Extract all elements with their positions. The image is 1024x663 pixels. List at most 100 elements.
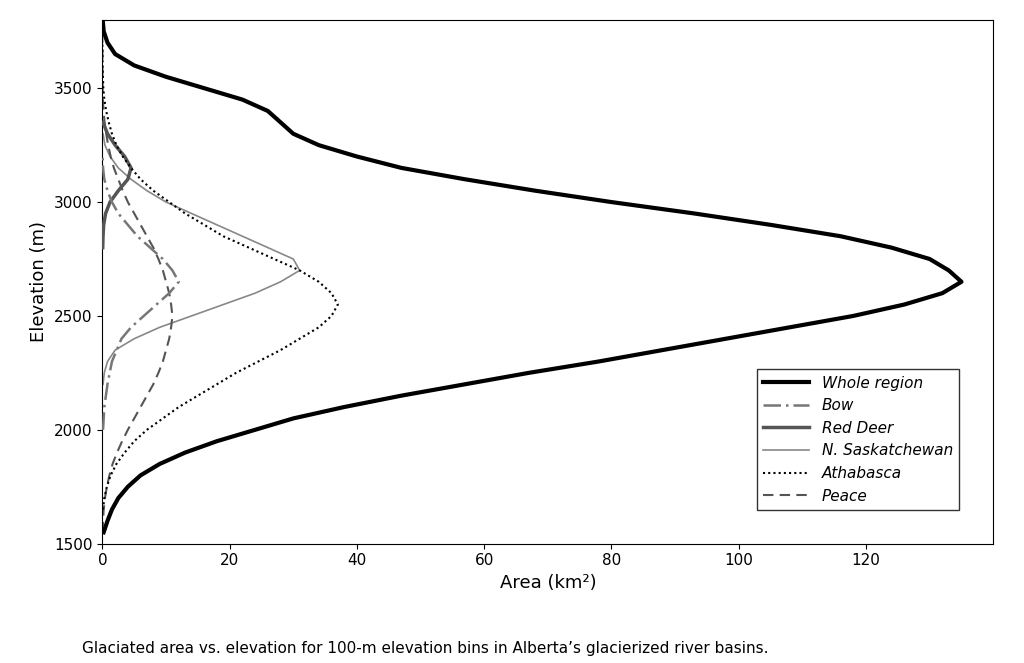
Athabasca [312,324,325,332]
Athabasca [111,141,123,149]
Whole region [249,426,261,434]
Whole region [764,221,776,229]
Whole region [835,232,847,240]
Athabasca [243,243,255,251]
Athabasca [97,505,110,513]
Athabasca [100,107,113,115]
Text: Glaciated area vs. elevation for 100-m elevation bins in Alberta’s glacierized r: Glaciated area vs. elevation for 100-m e… [82,641,768,656]
Bow [125,324,137,332]
N. Saskatchewan [154,324,166,332]
Athabasca [157,414,169,422]
N. Saskatchewan [211,221,223,229]
Red Deer [109,141,121,149]
Peace [100,483,113,491]
Whole region [847,312,859,320]
Whole region [237,95,249,103]
Athabasca [102,119,115,127]
Athabasca [312,278,325,286]
Peace [116,437,128,445]
Whole region [593,357,605,365]
Athabasca [134,175,146,183]
Red Deer [101,130,114,138]
Peace [103,471,116,479]
Athabasca [96,50,109,58]
N. Saskatchewan [97,130,110,138]
Bow [96,152,109,160]
Whole region [113,494,125,502]
Whole region [128,62,140,70]
Whole region [198,84,210,92]
Athabasca [141,426,154,434]
Bow [98,175,111,183]
Whole region [97,27,110,35]
Whole region [459,175,471,183]
N. Saskatchewan [98,141,111,149]
Whole region [522,369,535,377]
Peace [97,505,110,513]
Athabasca [332,300,344,308]
Line: N. Saskatchewan: N. Saskatchewan [103,134,300,385]
Athabasca [326,312,338,320]
Whole region [105,505,118,513]
Legend: Whole region, Bow, Red Deer, N. Saskatchewan, Athabasca, Peace: Whole region, Bow, Red Deer, N. Saskatch… [758,369,958,510]
Peace [106,460,119,468]
N. Saskatchewan [294,267,306,274]
Line: Peace: Peace [102,31,172,532]
Line: Athabasca: Athabasca [102,42,338,509]
Peace [111,449,123,457]
N. Saskatchewan [249,289,261,297]
N. Saskatchewan [98,369,111,377]
Peace [141,232,154,240]
Whole region [529,187,542,195]
Whole region [274,119,287,127]
Whole region [109,50,121,58]
Whole region [898,300,910,308]
Athabasca [97,84,110,92]
Athabasca [111,460,123,468]
Athabasca [229,369,243,377]
Whole region [936,289,948,297]
Whole region [720,335,732,343]
Whole region [154,460,166,468]
Whole region [96,16,109,24]
Athabasca [326,289,338,297]
Peace [96,73,109,81]
Whole region [924,255,936,263]
Whole region [656,346,669,354]
Peace [102,141,115,149]
N. Saskatchewan [109,346,121,354]
Peace [97,107,110,115]
Y-axis label: Elevation (m): Elevation (m) [31,221,48,342]
N. Saskatchewan [287,255,299,263]
N. Saskatchewan [185,210,198,217]
Peace [96,528,109,536]
N. Saskatchewan [237,232,249,240]
Peace [165,300,177,308]
Athabasca [100,483,113,491]
Red Deer [122,175,134,183]
Peace [128,414,140,422]
Whole region [101,517,114,525]
Whole region [942,267,954,274]
Athabasca [119,449,131,457]
Athabasca [252,357,264,365]
Peace [157,267,169,274]
Bow [101,381,114,389]
Red Deer [119,152,131,160]
Peace [96,50,109,58]
N. Saskatchewan [185,312,198,320]
Red Deer [97,119,110,127]
Red Deer [97,221,110,229]
Peace [160,278,172,286]
Athabasca [294,267,306,274]
Peace [147,243,160,251]
N. Saskatchewan [101,357,114,365]
Whole region [459,381,471,389]
Red Deer [125,164,137,172]
Whole region [287,130,299,138]
Athabasca [198,221,210,229]
N. Saskatchewan [125,175,137,183]
Peace [97,517,110,525]
N. Saskatchewan [262,243,274,251]
Red Deer [99,210,112,217]
